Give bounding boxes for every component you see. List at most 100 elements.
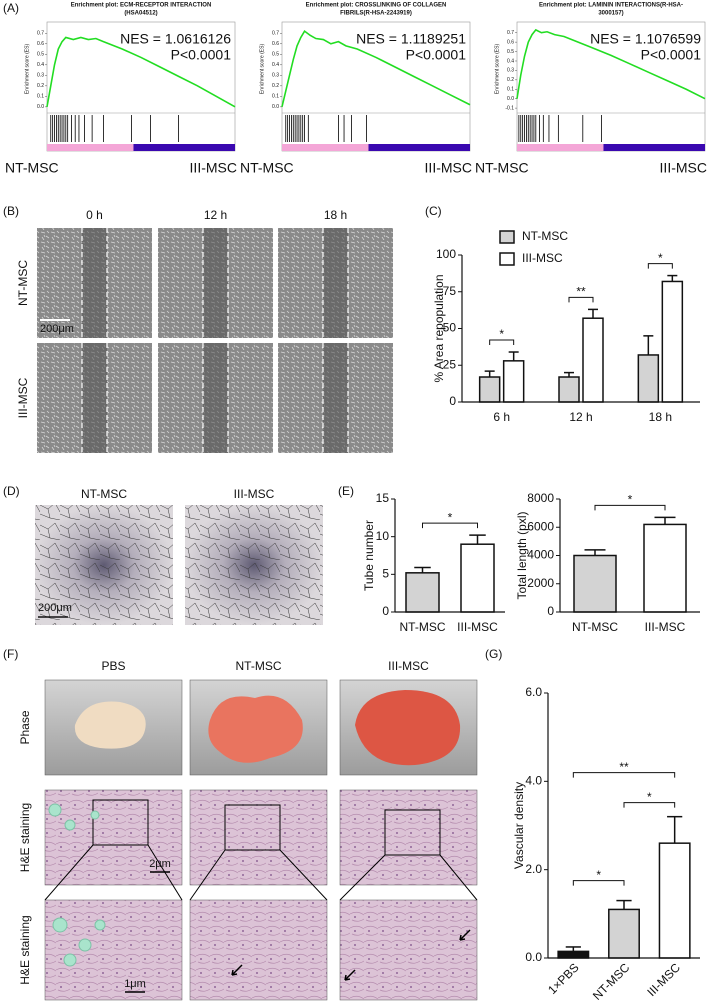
- zoom-line: [339, 854, 386, 901]
- class-band: [603, 144, 705, 151]
- he-section: [44, 899, 183, 1001]
- zoom-line: [279, 849, 328, 901]
- y-tick-label: 2000: [527, 576, 554, 590]
- class-label: NT-MSC: [240, 160, 294, 176]
- y-tick-label: 0.2: [37, 83, 44, 89]
- adipocyte: [64, 819, 76, 831]
- bar: [573, 554, 617, 613]
- class-label: III-MSC: [425, 160, 472, 176]
- bar: [637, 354, 660, 403]
- p-value: P<0.0001: [406, 47, 467, 63]
- column-label: PBS: [101, 659, 125, 673]
- class-label: NT-MSC: [5, 160, 59, 176]
- significance-bracket: [422, 522, 478, 529]
- row-label: NT-MSC: [16, 260, 30, 306]
- class-band: [368, 144, 470, 151]
- significance-label: *: [658, 251, 663, 265]
- scale-bar-label: 200μm: [40, 323, 74, 335]
- y-tick-label: 0.3: [37, 73, 44, 79]
- class-band: [517, 144, 604, 151]
- significance-bracket: [647, 263, 673, 269]
- y-tick-label: 0.6: [37, 41, 44, 47]
- significance-label: **: [619, 760, 629, 774]
- y-tick-label: 0.1: [507, 87, 514, 93]
- significance-bracket: [594, 504, 666, 511]
- class-label: NT-MSC: [475, 160, 529, 176]
- y-axis-label: Enrichment score (ES): [494, 44, 500, 95]
- significance-bracket: [572, 772, 676, 778]
- plot-title: Enrichment plot: ECM-RECEPTOR INTERACTIO…: [71, 3, 212, 9]
- y-tick-label: 0.0: [507, 96, 514, 102]
- bar: [478, 376, 501, 403]
- x-tick-label: NT-MSC: [590, 960, 633, 1003]
- class-label: III-MSC: [190, 160, 237, 176]
- panel-label: (B): [3, 204, 19, 218]
- y-tick-label: 0.6: [272, 41, 279, 47]
- class-band: [47, 144, 134, 151]
- scale-bar-label: 200μm: [38, 602, 72, 614]
- bar: [557, 950, 590, 959]
- significance-label: *: [647, 790, 652, 804]
- y-tick-label: 0.5: [272, 52, 279, 58]
- significance-bracket: [568, 296, 594, 303]
- y-tick-label: 0.2: [507, 77, 514, 83]
- y-tick-label: 0.7: [272, 31, 279, 37]
- plot-title: Enrichment plot: CROSSLINKING OF COLLAGE…: [306, 3, 447, 9]
- x-tick-label: NT-MSC: [572, 620, 618, 634]
- class-band: [133, 144, 235, 151]
- adipocyte: [90, 810, 100, 820]
- p-value: P<0.0001: [641, 47, 702, 63]
- row-label: III-MSC: [16, 377, 30, 418]
- es-curve: [516, 28, 706, 100]
- y-tick-label: 0.4: [272, 62, 279, 68]
- p-value: P<0.0001: [171, 47, 232, 63]
- he-section: [44, 789, 183, 886]
- legend-swatch: [499, 230, 515, 244]
- adipocyte: [63, 953, 77, 967]
- adipocyte: [78, 938, 92, 952]
- y-tick-label: 2.0: [525, 862, 542, 876]
- panel-label: (E): [338, 484, 354, 498]
- y-tick-label: 8000: [527, 491, 554, 505]
- y-tick-label: 0.0: [272, 104, 279, 110]
- arrow: [459, 929, 471, 941]
- bar: [661, 280, 684, 403]
- y-tick-label: 0.0: [525, 950, 542, 964]
- wound-gap: [203, 228, 228, 338]
- nes: NES = 1.0616126: [120, 31, 231, 47]
- y-tick-label: 50: [443, 321, 457, 335]
- bar: [643, 523, 687, 613]
- column-label: 12 h: [204, 208, 227, 222]
- he-section: [339, 789, 478, 886]
- panel-label: (G): [485, 647, 502, 661]
- legend-swatch: [499, 252, 515, 266]
- y-tick-label: 25: [443, 357, 457, 371]
- y-tick-label: 0: [547, 604, 554, 618]
- y-tick-label: 0.7: [507, 30, 514, 36]
- y-tick-label: 0.0: [37, 104, 44, 110]
- bar: [658, 842, 691, 959]
- y-axis-label: % Area repopulation: [432, 274, 446, 382]
- bar: [460, 543, 495, 613]
- zoom-line: [439, 854, 478, 901]
- panel-label: (C): [425, 204, 442, 218]
- y-tick-label: 0.7: [37, 31, 44, 37]
- x-tick-label: III-MSC: [457, 620, 498, 634]
- panel-label: (A): [3, 1, 19, 15]
- y-tick-label: 6000: [527, 519, 554, 533]
- adipocyte: [48, 803, 62, 817]
- y-tick-label: 0.4: [507, 58, 514, 64]
- plot-title: Enrichment plot: LAMININ INTERACTIONS(R-…: [539, 3, 683, 9]
- he-section: [189, 789, 328, 886]
- arrow: [231, 964, 243, 976]
- wound-gap: [82, 228, 107, 338]
- es-curve: [46, 36, 236, 108]
- x-tick-label: III-MSC: [644, 960, 683, 999]
- zoom-line: [189, 849, 226, 901]
- bar: [558, 376, 580, 403]
- y-tick-label: 4000: [527, 548, 554, 562]
- implant: [74, 701, 146, 749]
- nes: NES = 1.1076599: [590, 31, 701, 47]
- nes: NES = 1.1189251: [356, 31, 466, 47]
